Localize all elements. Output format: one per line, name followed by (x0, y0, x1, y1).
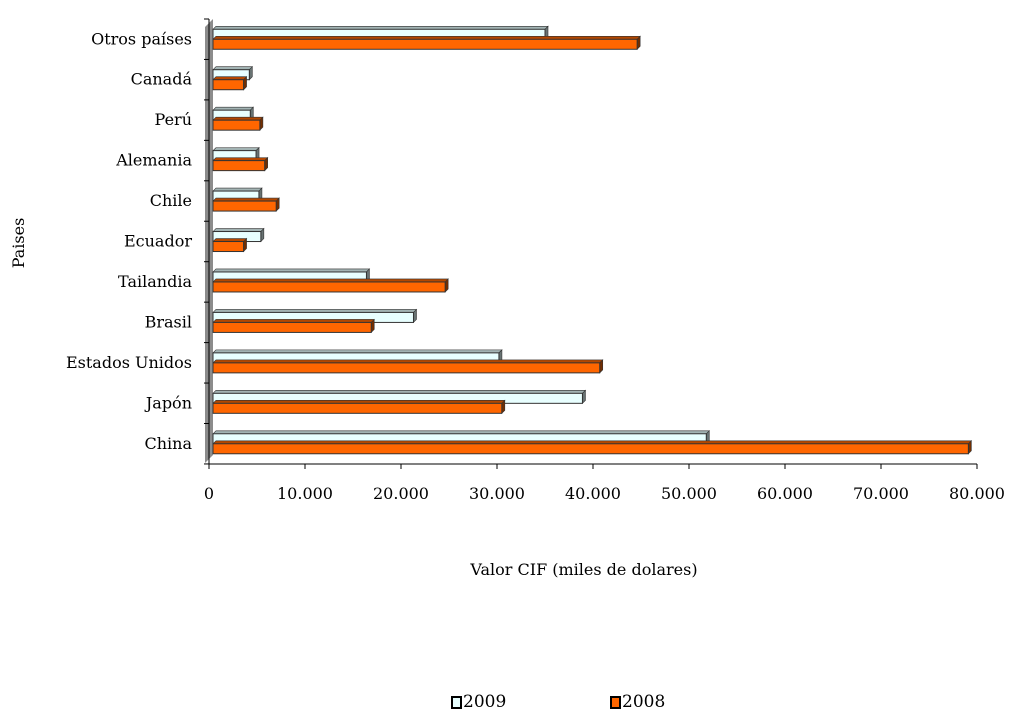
x-tick-label: 0 (204, 484, 214, 503)
category-label: Chile (150, 191, 192, 210)
category-label: Otros países (91, 29, 192, 48)
legend: 2009 2008 (451, 692, 665, 711)
x-tick-label: 20.000 (373, 484, 429, 503)
legend-item-2009: 2009 (451, 692, 506, 711)
x-tick-label: 40.000 (565, 484, 621, 503)
x-tick-label: 30.000 (469, 484, 525, 503)
x-tick-label: 60.000 (757, 484, 813, 503)
category-label: Alemania (115, 151, 192, 170)
legend-label-2009: 2009 (463, 692, 506, 711)
category-label: Perú (155, 110, 192, 129)
category-label: Estados Unidos (66, 353, 192, 372)
x-tick-label: 50.000 (661, 484, 717, 503)
category-label: Canadá (131, 70, 193, 89)
bars-layer (212, 25, 973, 455)
category-label: Brasil (145, 312, 192, 331)
legend-swatch-2009 (451, 696, 462, 709)
x-tick-label: 10.000 (277, 484, 333, 503)
x-tick-label: 70.000 (853, 484, 909, 503)
bar-2008 (212, 200, 277, 212)
bar-2008 (212, 443, 969, 455)
x-tick-label: 80.000 (949, 484, 1005, 503)
legend-item-2008: 2008 (610, 692, 665, 711)
bar-2008 (212, 119, 261, 131)
category-label: Tailandia (118, 272, 192, 291)
category-label: Ecuador (124, 232, 192, 251)
axis-layer (204, 18, 978, 469)
bar-2008 (212, 402, 503, 414)
category-label: China (144, 434, 192, 453)
bar-2008 (212, 79, 245, 91)
legend-label-2008: 2008 (622, 692, 665, 711)
bar-2008 (212, 38, 638, 50)
bar-2008 (212, 281, 446, 293)
category-label: Japón (144, 393, 192, 412)
bar-2008 (212, 241, 245, 253)
bar-2008 (212, 321, 372, 333)
legend-swatch-2008 (610, 696, 621, 709)
bar-2008 (212, 160, 266, 172)
y-axis-title: Paises (9, 218, 28, 269)
bar-2008 (212, 362, 601, 374)
labels-layer: China Japón Estados Unidos Brasil Tailandia E… (66, 29, 1005, 503)
x-axis-title: Valor CIF (miles de dolares) (469, 560, 697, 579)
